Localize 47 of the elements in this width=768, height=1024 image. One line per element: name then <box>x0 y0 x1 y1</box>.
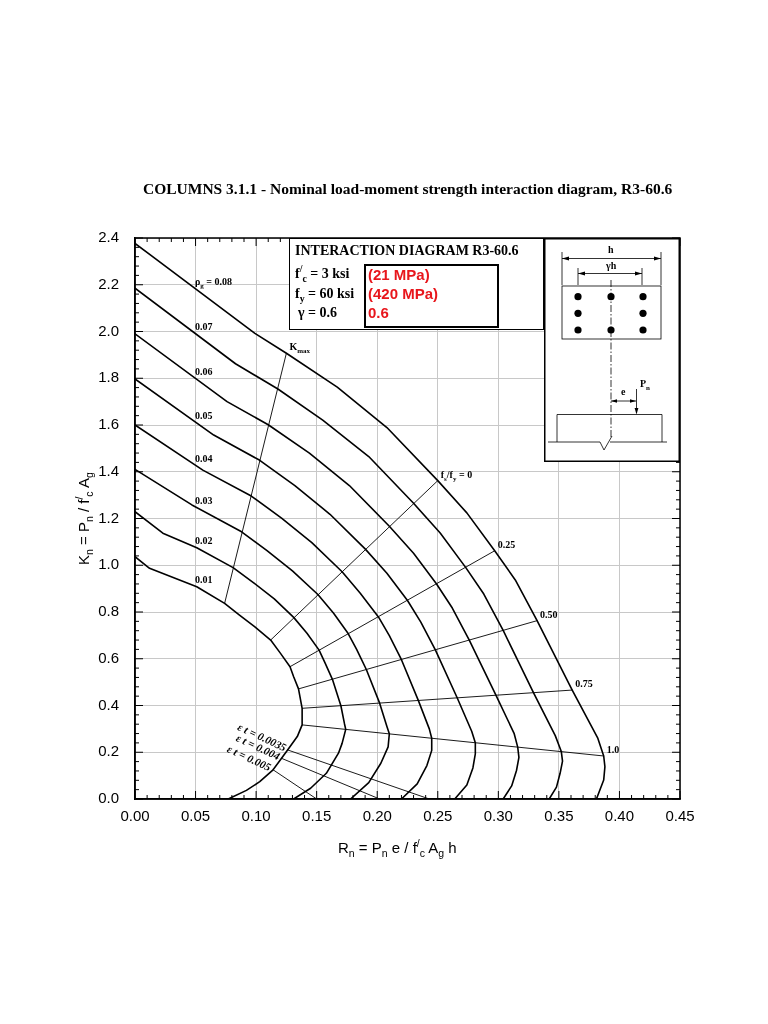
annotation: (420 MPa) <box>368 285 439 303</box>
x-tick-label: 0.30 <box>483 807 513 825</box>
text: R$_{n}$ = P$_{n}$ e / f$^{/}$$_{c}$ A$_{g}$ h <box>338 837 457 859</box>
y-tick-label: 1.0 <box>98 555 119 573</box>
y-tick-label: 0.6 <box>98 648 119 666</box>
x-tick-label: 0.15 <box>302 807 332 825</box>
annotation: f$^{/}$$_{c}$ = 3 ksi <box>295 263 350 284</box>
series-label: ρ$_{g}$ = 0.08 <box>194 276 232 291</box>
annotation: f$_{y}$ = 60 ksi <box>295 286 355 304</box>
series-label: 0.25 <box>497 538 516 550</box>
x-tick-label: 0.35 <box>544 807 574 825</box>
annotation: (21 MPa) <box>368 266 430 284</box>
series-label: 0.07 <box>194 321 213 333</box>
x-tick-label: 0.25 <box>423 807 453 825</box>
y-tick-label: 0.4 <box>98 695 119 713</box>
chart-title: COLUMNS 3.1.1 - Nominal load-moment strength interaction diagram, R3-60.6 <box>143 180 673 198</box>
x-tick-label: 0.40 <box>604 807 635 825</box>
series-label: 0.02 <box>194 534 213 546</box>
series-label: 0.06 <box>194 365 213 377</box>
y-tick-label: 1.8 <box>98 368 119 386</box>
series-label: 0.05 <box>194 409 213 421</box>
series-label: 0.03 <box>194 494 213 506</box>
series-label: f$_{s}$/f$_{y}$ = 0 <box>440 468 473 483</box>
series-label: 0.04 <box>194 452 213 464</box>
x-tick-label: 0.20 <box>362 807 392 825</box>
x-tick-label: 0.00 <box>120 807 150 825</box>
y-tick-label: 1.2 <box>98 508 119 526</box>
y-tick-label: 2.2 <box>98 274 119 292</box>
series-label: 0.50 <box>540 608 558 620</box>
y-tick-label: 2.0 <box>98 321 119 339</box>
series-label: 0.75 <box>575 678 593 690</box>
series-label: 1.0 <box>606 743 620 755</box>
y-tick-label: 0.0 <box>98 789 119 807</box>
annotation: INTERACTION DIAGRAM R3-60.6 <box>295 243 519 260</box>
annotation: 0.6 <box>368 304 389 322</box>
x-tick-label: 0.45 <box>665 807 695 825</box>
series-label: 0.01 <box>194 574 213 586</box>
y-tick-label: 1.4 <box>98 461 119 479</box>
x-tick-label: 0.10 <box>241 807 271 825</box>
y-tick-label: 0.8 <box>98 602 119 620</box>
unit-box: (21 MPa) (420 MPa) 0.6 <box>364 264 499 328</box>
annotation: γ = 0.6 <box>298 305 338 322</box>
y-tick-label: 1.6 <box>98 415 119 433</box>
y-tick-label: 0.2 <box>98 742 119 760</box>
x-tick-label: 0.05 <box>180 807 211 825</box>
y-tick-label: 2.4 <box>98 228 119 246</box>
series-label: K$_{max}$ <box>289 341 310 356</box>
